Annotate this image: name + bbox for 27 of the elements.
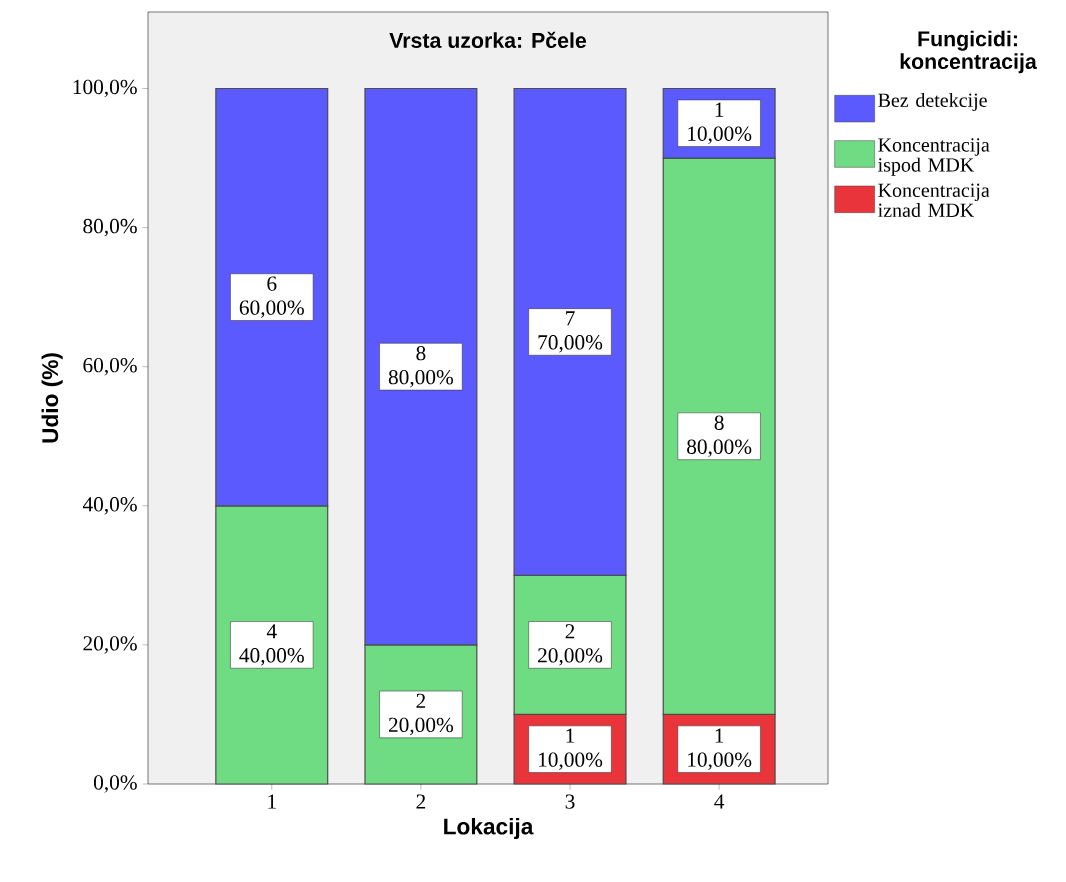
legend-label: Koncentracija iznad MDK bbox=[878, 183, 990, 218]
x-tick-label: 1 bbox=[268, 794, 276, 809]
data-label: 1 10,00% bbox=[539, 728, 603, 770]
legend-label: Koncentracija ispod MDK bbox=[878, 138, 990, 176]
y-tick-label: 20,0% bbox=[83, 636, 137, 654]
x-axis-title: Lokacija bbox=[444, 817, 534, 840]
data-label: 7 70,00% bbox=[538, 311, 603, 353]
x-tick-label: 4 bbox=[714, 794, 725, 809]
text: Vrsta uzorka: Pčele bbox=[389, 31, 587, 48]
data-label: 4 40,00% bbox=[239, 624, 304, 666]
legend-title: Fungicidi: koncentracija bbox=[900, 30, 1037, 74]
legend-label: Bez detekcije bbox=[878, 92, 987, 112]
y-tick-label: 60,0% bbox=[83, 357, 137, 376]
data-label: 1 10,00% bbox=[688, 728, 752, 770]
y-axis-title: Udio (%) bbox=[41, 353, 63, 443]
data-label: 6 60,00% bbox=[239, 276, 304, 318]
y-tick-label: 80,0% bbox=[83, 218, 137, 237]
data-label: 2 20,00% bbox=[538, 624, 603, 666]
y-tick-label: 100,0% bbox=[73, 79, 137, 98]
data-label: 8 80,00% bbox=[687, 415, 752, 457]
x-tick-label: 2 bbox=[416, 794, 426, 809]
data-label: 8 80,00% bbox=[388, 345, 454, 388]
y-tick-label: 0,0% bbox=[93, 775, 137, 793]
x-tick-label: 3 bbox=[565, 794, 575, 809]
data-label: 1 10,00% bbox=[688, 102, 752, 144]
y-tick-label: 40,0% bbox=[82, 497, 137, 515]
data-label: 2 20,00% bbox=[388, 693, 454, 736]
